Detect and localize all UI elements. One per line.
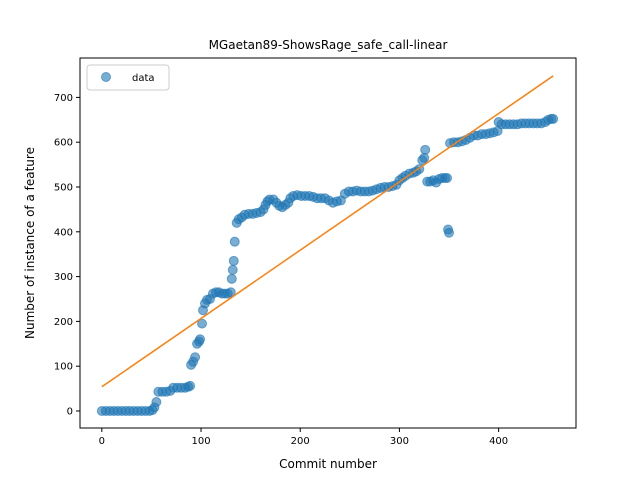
data-point (227, 264, 238, 275)
data-point (190, 352, 201, 363)
y-tick-label: 400 (54, 227, 73, 238)
legend-marker-data (101, 72, 111, 82)
legend: data (86, 64, 170, 91)
chart-title: MGaetan89-ShowsRage_safe_call-linear (209, 38, 448, 52)
x-tick-label: 200 (291, 436, 310, 447)
x-tick-label: 300 (390, 436, 409, 447)
y-tick-label: 300 (54, 272, 73, 283)
plot-area (96, 75, 559, 416)
data-point (225, 287, 236, 298)
fit-line (101, 75, 554, 388)
x-tick-label: 400 (489, 436, 508, 447)
data-point (197, 318, 208, 329)
x-axis-label: Commit number (279, 457, 377, 471)
y-axis-ticks: 0 100 200 300 400 500 600 700 (54, 93, 80, 417)
y-tick-label: 100 (54, 362, 73, 373)
data-point (420, 144, 431, 155)
y-tick-label: 0 (67, 406, 73, 417)
legend-box (86, 64, 170, 91)
y-tick-label: 600 (54, 138, 73, 149)
data-point (444, 227, 455, 238)
x-tick-label: 0 (99, 436, 105, 447)
x-axis-ticks: 0 100 200 300 400 (99, 428, 508, 447)
data-point (548, 113, 559, 124)
y-tick-label: 700 (54, 93, 73, 104)
data-point (442, 173, 453, 184)
axes-frame (79, 57, 577, 429)
legend-label-data: data (132, 73, 155, 84)
y-tick-label: 200 (54, 317, 73, 328)
y-axis-label: Number of instance of a feature (23, 147, 37, 339)
data-point (151, 397, 162, 408)
y-tick-label: 500 (54, 183, 73, 194)
data-point (419, 152, 430, 163)
data-point (185, 380, 196, 391)
data-point (195, 334, 206, 345)
x-tick-label: 100 (191, 436, 210, 447)
data-point (226, 273, 237, 284)
data-point (229, 236, 240, 247)
data-point (228, 255, 239, 266)
